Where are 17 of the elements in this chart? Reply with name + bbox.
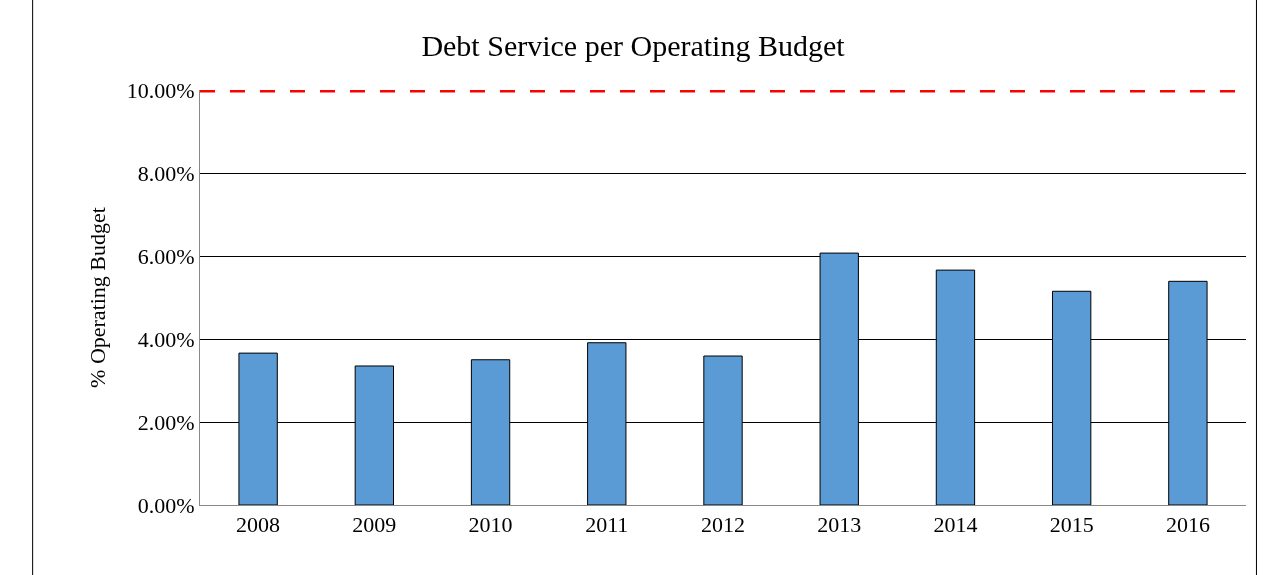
x-tick-label: 2015 xyxy=(1049,512,1094,538)
y-axis-title: % Operating Budget xyxy=(84,207,110,388)
chart-title: Debt Service per Operating Budget xyxy=(421,28,846,62)
x-tick-label: 2013 xyxy=(817,512,862,538)
y-tick-label: 0.00% xyxy=(137,492,195,518)
y-tick-label: 10.00% xyxy=(126,77,195,103)
y-tick-label: 2.00% xyxy=(137,409,195,435)
x-tick-label: 2010 xyxy=(468,512,513,538)
y-tick-label: 8.00% xyxy=(137,160,195,186)
y-tick-label: 6.00% xyxy=(137,243,195,269)
x-tick-label: 2011 xyxy=(585,512,629,538)
x-tick-label: 2008 xyxy=(236,512,281,538)
x-tick-label: 2012 xyxy=(701,512,745,538)
x-tick-label: 2009 xyxy=(352,512,397,538)
x-tick-label: 2016 xyxy=(1165,512,1210,538)
x-tick-label: 2014 xyxy=(933,512,978,538)
y-tick-label: 4.00% xyxy=(137,326,195,352)
